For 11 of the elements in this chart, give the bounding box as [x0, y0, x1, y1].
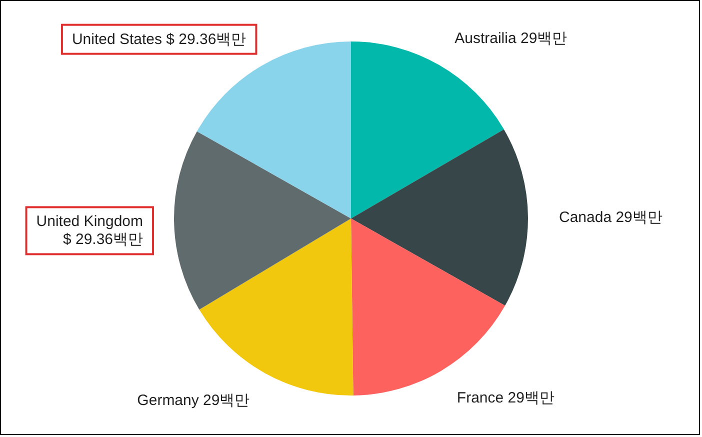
slice-label: Canada 29백만	[558, 209, 662, 226]
pie-slice	[199, 218, 354, 396]
slice-label: United Kingdom	[36, 213, 144, 230]
slice-label: United States $ 29.36백만	[72, 30, 246, 48]
data-label: $ 29.36백만	[62, 231, 144, 248]
pie-slice	[174, 131, 351, 310]
slice-label: Austrailia 29백만	[454, 30, 568, 48]
pie-slice	[351, 42, 504, 218]
slice-label: Germany 29백만	[137, 392, 250, 410]
slice-label: France 29백만	[456, 390, 554, 406]
pie-slice	[351, 129, 528, 306]
